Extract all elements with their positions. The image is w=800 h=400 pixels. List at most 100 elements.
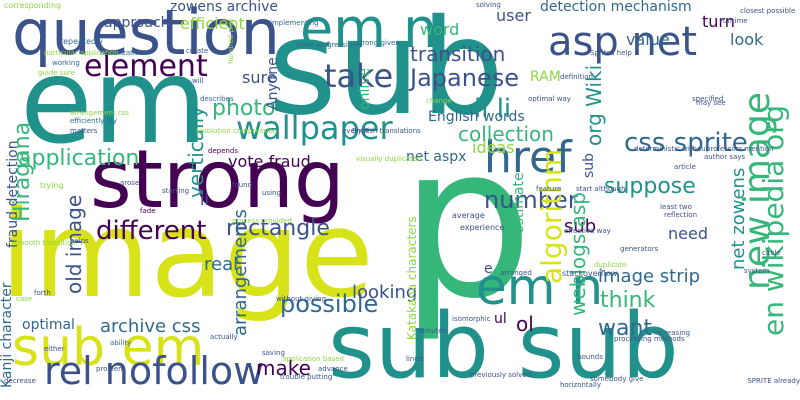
word-user: user (496, 6, 531, 25)
word-s-sounds: sounds (578, 353, 603, 361)
word-vote-fraud: vote fraud (228, 152, 311, 171)
word-word: word (420, 20, 460, 39)
word-em-n-mid: em n (476, 258, 604, 316)
word-s-smooth-transition: smooth transition (14, 239, 76, 247)
word-element: element (84, 49, 208, 84)
word-s-hundred-pics: hundred pics (227, 18, 235, 64)
word-s-solving: solving (476, 1, 501, 9)
word-sub-sub: sub sub (328, 294, 679, 399)
word-s-actually: actually (210, 333, 238, 341)
word-weblogs-asp: weblogs asp (566, 192, 590, 316)
word-asp-net: asp net (548, 19, 698, 65)
word-s-least-two: least two (660, 203, 692, 211)
word-s-ability: ability (110, 339, 132, 347)
word-s-author-says: author says (704, 153, 746, 161)
word-katakana-characters: Katakana characters (405, 216, 419, 340)
word-li-li: li li (474, 94, 512, 124)
word-s-optimizations: optimizations (100, 49, 148, 57)
word-suppose: suppose (604, 174, 696, 199)
word-s-efficiently-lay: efficiently lay (70, 117, 118, 125)
word-algorithm: algorithm (535, 148, 568, 284)
word-s-minutes: minutes (418, 327, 447, 335)
word-s-experience: experience (460, 223, 505, 232)
word-strong: strong (90, 133, 345, 226)
word-take: take (324, 57, 394, 95)
word-s-forth: forth (34, 289, 51, 297)
word-collection: collection (458, 122, 554, 146)
word-s-done-progressively: done progressively (296, 41, 363, 49)
word-s-will: will (192, 77, 204, 85)
word-s-start-although: start although (576, 185, 626, 193)
word-transition: transition (410, 42, 506, 66)
word-s-system: system (744, 267, 770, 275)
word-s-previously-solved: previously solved (470, 371, 532, 379)
word-onlive: onlive (357, 67, 373, 110)
word-s-deterministic-without: deterministic without (634, 145, 709, 153)
word-wallpaper: wallpaper (236, 109, 393, 147)
word-ul: ul (494, 311, 507, 327)
word-looking: looking (352, 282, 418, 303)
word-net-aspx: net aspx (406, 149, 467, 165)
word-s-circle: circle (762, 249, 781, 257)
word-s-feature: feature (536, 185, 562, 193)
word-question: question (12, 0, 280, 69)
word-sub-vert: sub (581, 152, 597, 178)
word-s-somebody-give: somebody give (590, 375, 644, 383)
word-image-large: image (0, 186, 374, 325)
word-detection-mechanism: detection mechanism (540, 0, 692, 15)
word-value: value (626, 30, 670, 49)
word-s-strong-given: strong given (356, 39, 400, 47)
word-s-process-provided: process provided (232, 217, 292, 225)
word-english-words: English words (428, 109, 525, 125)
word-s-processing-methods: processing methods (614, 335, 685, 343)
word-s-english-translations: English translations (352, 127, 421, 135)
word-ram: RAM (530, 69, 561, 85)
word-s-without-giving: without giving (276, 295, 326, 303)
word-s-lined: lined (406, 355, 424, 363)
word-s-corresponding: corresponding (4, 1, 62, 10)
word-approach: approach (104, 15, 170, 31)
word-estimate: estimate (511, 172, 527, 234)
word-think: think (600, 288, 656, 313)
word-s-describes: describes (200, 95, 234, 103)
word-s-average: average (452, 211, 485, 220)
word-anyone: Anyone (265, 57, 281, 110)
word-s-application-based: application based (282, 355, 344, 363)
word-rel-nofollow: rel nofollow (44, 349, 265, 393)
word-s-horizontally: horizontally (560, 381, 602, 389)
word-s-implementing: implementing (270, 19, 319, 27)
word-s-change: change (426, 97, 452, 105)
word-s-arrangement-css: arrangement css (70, 109, 130, 117)
word-s-effective-way: effective way (564, 227, 611, 235)
word-s-generators: generators (620, 245, 659, 253)
word-s-advance: advance (318, 365, 348, 373)
word-real: real (204, 254, 239, 275)
word-e: e (484, 261, 493, 277)
word-s-create: create (186, 47, 209, 55)
word-s-resolution-compression: resolution compression (196, 127, 278, 135)
word-efficient: efficient (180, 14, 245, 33)
word-archive-css: archive css (100, 316, 201, 337)
word-turn: turn (702, 12, 735, 31)
word-s-isomorphic: isomorphic (452, 315, 491, 323)
word-s-decrease: decrease (4, 377, 36, 385)
word-s-may-see: may see (696, 99, 726, 107)
word-s-optimal-way: optimal way (528, 95, 571, 103)
word-sure: sure (242, 68, 277, 87)
word-japanese: Japanese (410, 64, 519, 92)
word-s-runtime: runtime (720, 17, 748, 25)
word-need: need (668, 224, 708, 243)
word-vertically: vertically (184, 106, 208, 198)
word-photo: photo (212, 96, 276, 121)
word-s-reflection: reflection (664, 211, 698, 219)
word-ideas: ideas (472, 138, 515, 157)
word-possible: possible (280, 290, 379, 318)
word-hiragana: Hiragana (10, 121, 35, 222)
word-s-trying: trying (40, 181, 64, 190)
word-s-starting: starting (162, 187, 190, 195)
word-s-saving: saving (262, 349, 285, 357)
word-s-closest-possible: closest possible (740, 7, 796, 15)
word-s-repeatedly: repeatedly (60, 37, 104, 46)
word-s-particular-application: particular application (44, 49, 119, 57)
